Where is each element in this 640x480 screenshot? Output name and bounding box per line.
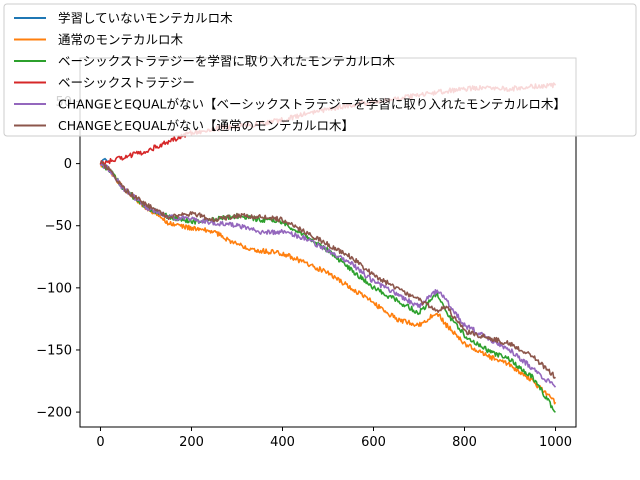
x-axis: 0 200 400 600 800 1000 bbox=[96, 427, 572, 450]
x-tick-label: 400 bbox=[270, 435, 295, 450]
x-tick-label: 1000 bbox=[539, 435, 572, 450]
legend-box bbox=[3, 3, 637, 137]
x-tick-label: 600 bbox=[361, 435, 386, 450]
legend-label-5: CHANGEとEQUALがない【ベーシックストラテジーを学習に取り入れたモンテカ… bbox=[58, 97, 566, 112]
legend-label-1: 学習していないモンテカルロ木 bbox=[58, 11, 233, 26]
y-tick-label: −50 bbox=[45, 219, 72, 234]
x-tick-label: 200 bbox=[179, 435, 204, 450]
series-line-6 bbox=[100, 160, 556, 379]
plot-lines bbox=[99, 82, 557, 413]
legend-label-4: ベーシックストラテジー bbox=[58, 75, 195, 90]
series-line-2 bbox=[99, 162, 557, 405]
series-line-5 bbox=[99, 163, 557, 388]
series-line-3 bbox=[100, 163, 556, 413]
y-tick-label: −150 bbox=[36, 343, 72, 358]
x-tick-label: 800 bbox=[452, 435, 477, 450]
y-axis: −200−150−100−50050 bbox=[36, 95, 80, 421]
y-tick-label: −200 bbox=[36, 406, 72, 421]
legend-label-6: CHANGEとEQUALがない【通常のモンテカルロ木】 bbox=[58, 118, 354, 133]
y-tick-label: −100 bbox=[36, 281, 72, 296]
legend-label-2: 通常のモンテカルロ木 bbox=[58, 32, 184, 47]
x-tick-label: 0 bbox=[96, 435, 104, 450]
legend-label-3: ベーシックストラテジーを学習に取り入れたモンテカルロ木 bbox=[58, 54, 395, 69]
y-tick-label: 0 bbox=[64, 157, 72, 172]
legend: 学習していないモンテカルロ木通常のモンテカルロ木ベーシックストラテジーを学習に取… bbox=[3, 3, 637, 137]
